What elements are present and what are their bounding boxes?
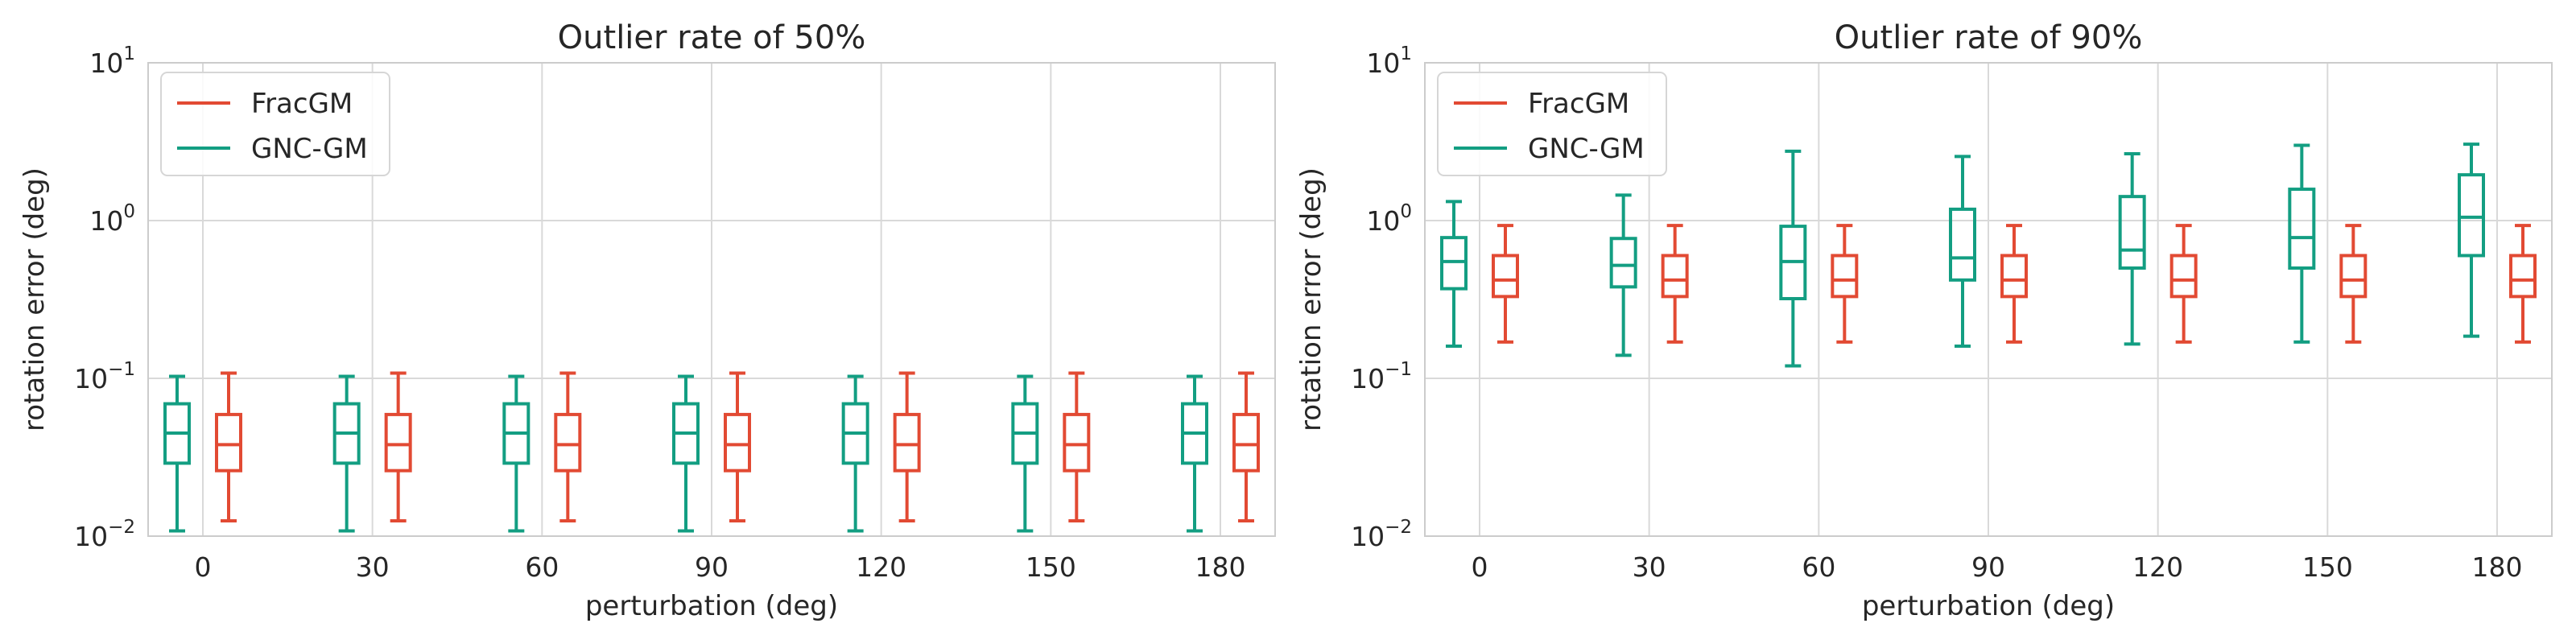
box-gnc-gm-90 bbox=[672, 374, 700, 533]
box-gnc-gm-180 bbox=[2458, 142, 2485, 338]
y-tick-label: 10−1 bbox=[1351, 359, 1412, 394]
box-body bbox=[2339, 254, 2368, 299]
box-gnc-gm-180 bbox=[1181, 374, 1208, 533]
chart-panel-1: 10−2 10−1 100 101 0 30 60 90 120 150 180 Outlier ra… bbox=[19, 19, 1276, 622]
box-body bbox=[1831, 254, 1859, 299]
x-tick-label: 120 bbox=[856, 551, 906, 583]
box-gnc-gm-60 bbox=[502, 374, 530, 533]
box-fracgm-150 bbox=[1063, 371, 1091, 523]
box-fracgm-60 bbox=[1831, 224, 1859, 344]
box-body bbox=[2169, 254, 2198, 299]
box-fracgm-30 bbox=[384, 371, 412, 523]
x-tick-label: 150 bbox=[2302, 551, 2353, 583]
box-body bbox=[724, 412, 751, 473]
box-body bbox=[1609, 237, 1637, 289]
box-body bbox=[1440, 236, 1468, 291]
legend-label-fracgm: FracGM bbox=[251, 88, 353, 120]
box-fracgm-30 bbox=[1661, 224, 1689, 344]
box-gnc-gm-0 bbox=[163, 374, 191, 533]
box-gnc-gm-60 bbox=[1779, 149, 1807, 368]
x-tick-label: 180 bbox=[1195, 551, 1246, 583]
y-axis-label: rotation error (deg) bbox=[19, 167, 51, 431]
box-body bbox=[2509, 254, 2537, 299]
plot-frame bbox=[1424, 62, 2553, 537]
box-body bbox=[2000, 254, 2028, 299]
box-fracgm-120 bbox=[2169, 224, 2198, 344]
box-fracgm-90 bbox=[724, 371, 751, 523]
x-axis-label: perturbation (deg) bbox=[585, 590, 838, 622]
y-tick-label: 10−1 bbox=[74, 359, 135, 394]
x-tick-label: 120 bbox=[2132, 551, 2183, 583]
box-fracgm-180 bbox=[1232, 371, 1260, 523]
y-tick-label: 100 bbox=[1366, 201, 1412, 237]
x-tick-label: 60 bbox=[525, 551, 559, 583]
box-body bbox=[2118, 195, 2146, 270]
x-tick-label: 30 bbox=[1633, 551, 1666, 583]
chart-title: Outlier rate of 90% bbox=[1835, 19, 2143, 56]
box-gnc-gm-150 bbox=[1011, 374, 1039, 533]
chart-panel-2: 10−2 10−1 100 101 0 30 60 90 120 150 180 Outlier ra… bbox=[1295, 19, 2553, 622]
box-fracgm-150 bbox=[2339, 224, 2368, 344]
box-body bbox=[215, 412, 242, 473]
plot-frame bbox=[147, 62, 1276, 537]
box-body bbox=[1232, 412, 1260, 473]
box-fracgm-180 bbox=[2509, 224, 2537, 344]
y-axis-label: rotation error (deg) bbox=[1295, 167, 1327, 431]
x-axis-label: perturbation (deg) bbox=[1862, 590, 2115, 622]
box-body bbox=[1661, 254, 1689, 299]
legend-label-gnc-gm: GNC-GM bbox=[1528, 133, 1645, 165]
box-gnc-gm-30 bbox=[332, 374, 361, 533]
box-body bbox=[1063, 412, 1091, 473]
box-gnc-gm-120 bbox=[2118, 152, 2146, 346]
x-tick-label: 60 bbox=[1802, 551, 1835, 583]
box-body bbox=[893, 412, 921, 473]
box-fracgm-120 bbox=[893, 371, 921, 523]
x-tick-label: 90 bbox=[695, 551, 729, 583]
box-fracgm-0 bbox=[215, 371, 242, 523]
box-body bbox=[2458, 173, 2485, 258]
y-tick-label: 100 bbox=[89, 201, 135, 237]
box-body bbox=[1949, 207, 1976, 282]
box-fracgm-60 bbox=[554, 371, 582, 523]
x-tick-label: 0 bbox=[1472, 551, 1488, 583]
box-gnc-gm-30 bbox=[1609, 193, 1637, 357]
legend-label-fracgm: FracGM bbox=[1528, 88, 1629, 120]
box-gnc-gm-120 bbox=[841, 374, 869, 533]
box-fracgm-90 bbox=[2000, 224, 2028, 344]
y-tick-label: 101 bbox=[1366, 43, 1412, 79]
box-gnc-gm-0 bbox=[1440, 200, 1468, 348]
x-tick-label: 150 bbox=[1026, 551, 1076, 583]
legend: FracGM GNC-GM bbox=[160, 72, 390, 176]
x-tick-label: 180 bbox=[2472, 551, 2523, 583]
box-body bbox=[1492, 254, 1519, 299]
box-body bbox=[554, 412, 582, 473]
y-tick-label: 101 bbox=[89, 43, 135, 79]
x-tick-label: 0 bbox=[195, 551, 212, 583]
legend-label-gnc-gm: GNC-GM bbox=[251, 133, 368, 165]
y-tick-label: 10−2 bbox=[74, 517, 135, 552]
x-tick-label: 90 bbox=[1971, 551, 2005, 583]
y-tick-label: 10−2 bbox=[1351, 517, 1412, 552]
box-body bbox=[384, 412, 412, 473]
chart-title: Outlier rate of 50% bbox=[558, 19, 866, 56]
x-tick-label: 30 bbox=[356, 551, 390, 583]
box-gnc-gm-90 bbox=[1949, 155, 1976, 348]
legend: FracGM GNC-GM bbox=[1437, 72, 1667, 176]
box-gnc-gm-150 bbox=[2288, 143, 2316, 344]
box-body bbox=[2288, 188, 2316, 270]
box-fracgm-0 bbox=[1492, 224, 1519, 344]
